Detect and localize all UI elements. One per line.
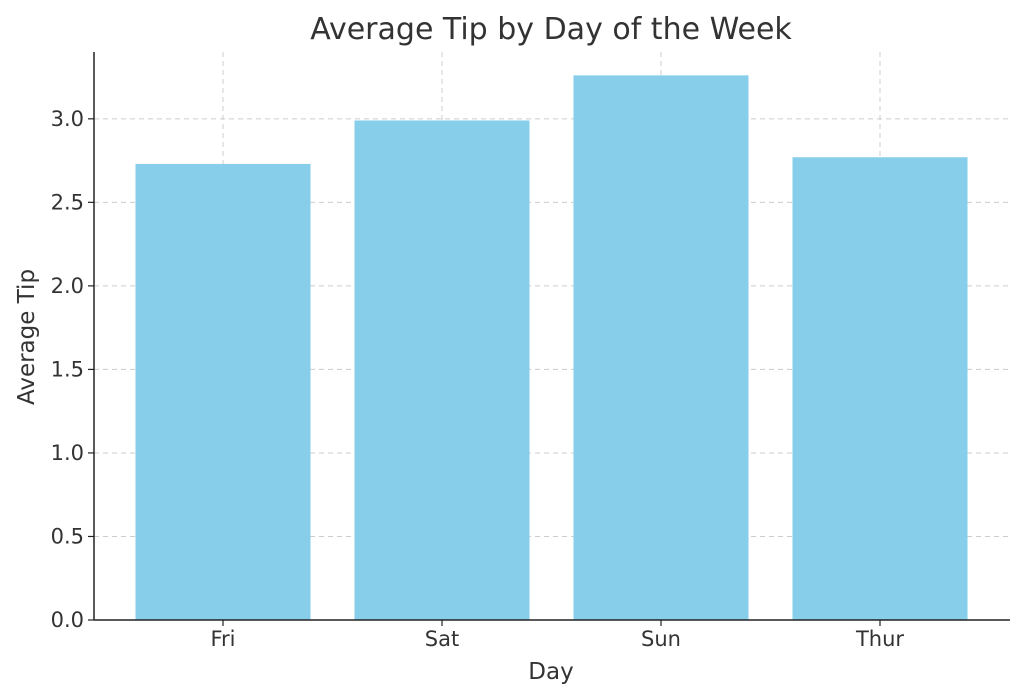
x-tick-label: Fri xyxy=(210,627,235,651)
y-tick-label: 0.0 xyxy=(51,608,84,632)
bars xyxy=(135,75,968,621)
axes xyxy=(88,52,1010,626)
y-axis-label: Average Tip xyxy=(14,269,40,405)
y-tick-label: 1.0 xyxy=(51,441,84,465)
bar-fri xyxy=(135,163,311,620)
tick-labels: 0.0 0.5 1.0 1.5 2.0 2.5 3.0 Fri Sat Sun Thur xyxy=(51,107,905,651)
x-tick-label: Sat xyxy=(425,627,459,651)
x-tick-label: Thur xyxy=(855,627,904,651)
x-axis-label: Day xyxy=(528,659,573,685)
x-tick-label: Sun xyxy=(641,627,681,651)
bar-sun xyxy=(573,75,749,620)
bar-sat xyxy=(354,120,530,621)
chart-title: Average Tip by Day of the Week xyxy=(310,12,792,47)
y-tick-label: 3.0 xyxy=(51,107,84,131)
y-tick-label: 2.0 xyxy=(51,274,84,298)
y-tick-label: 1.5 xyxy=(51,357,84,381)
bar-thur xyxy=(792,157,968,620)
y-tick-label: 2.5 xyxy=(51,190,84,214)
y-tick-label: 0.5 xyxy=(51,524,84,548)
